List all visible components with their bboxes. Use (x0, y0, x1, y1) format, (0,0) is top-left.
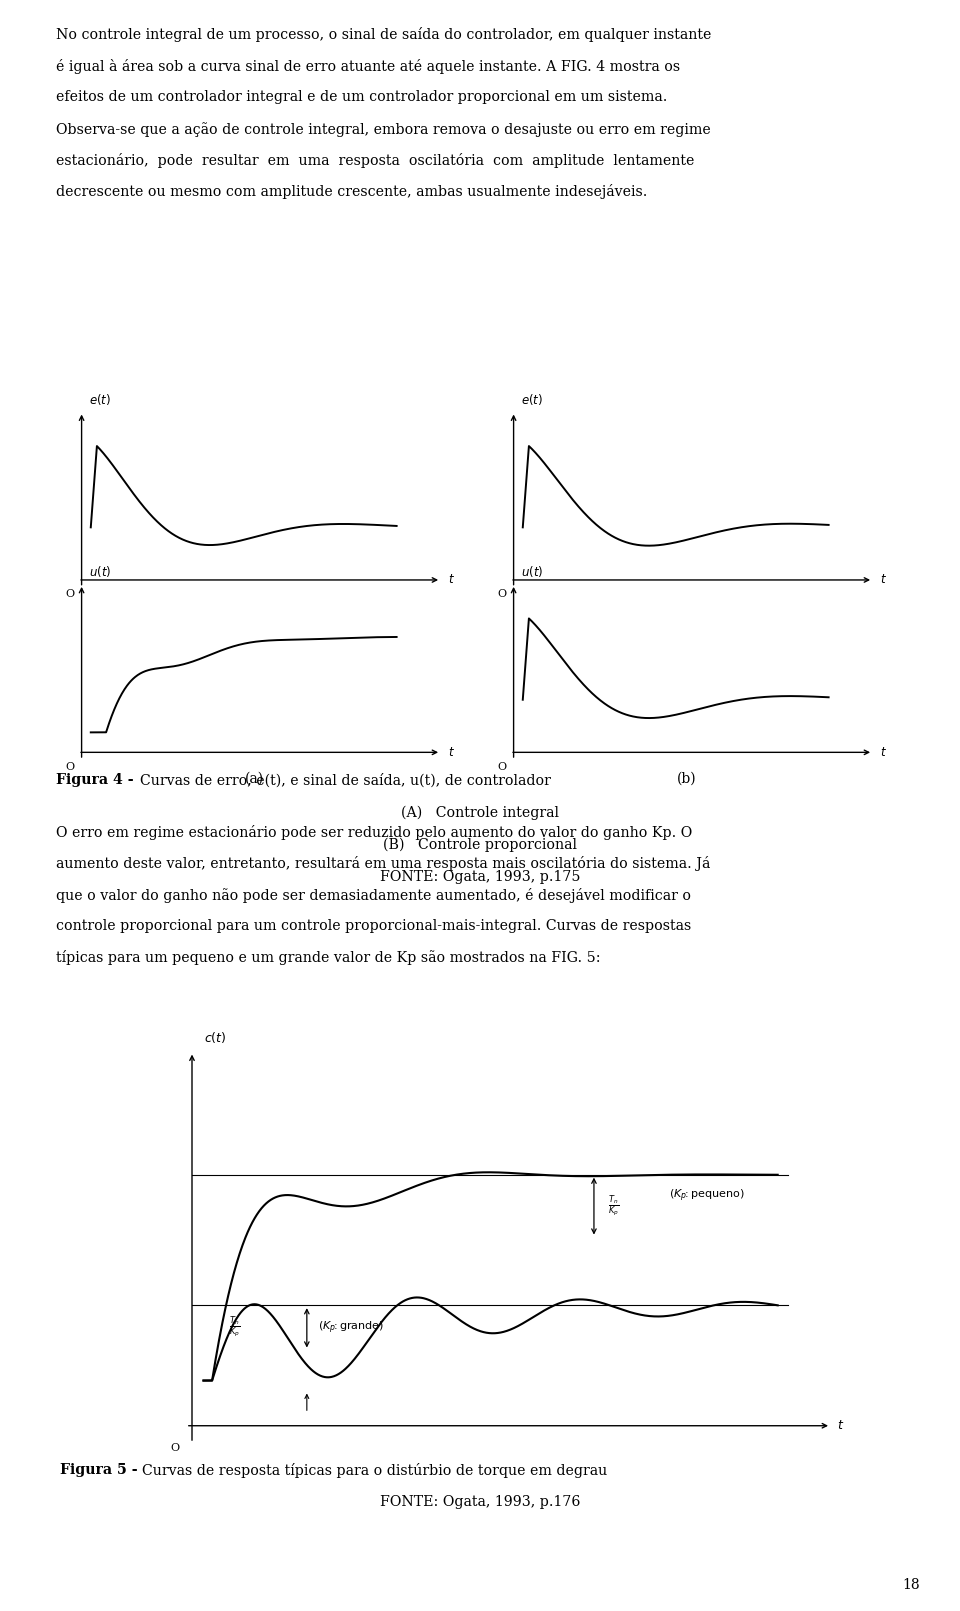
Text: efeitos de um controlador integral e de um controlador proporcional em um sistem: efeitos de um controlador integral e de … (56, 90, 667, 105)
Text: O: O (497, 590, 507, 599)
Text: O: O (65, 590, 75, 599)
Text: (B)   Controle proporcional: (B) Controle proporcional (383, 838, 577, 852)
Text: (A)   Controle integral: (A) Controle integral (401, 806, 559, 820)
Text: 18: 18 (902, 1577, 920, 1592)
Text: $e(t)$: $e(t)$ (520, 391, 542, 408)
Text: decrescente ou mesmo com amplitude crescente, ambas usualmente indesejáveis.: decrescente ou mesmo com amplitude cresc… (56, 184, 647, 200)
Text: No controle integral de um processo, o sinal de saída do controlador, em qualque: No controle integral de um processo, o s… (56, 27, 711, 42)
Text: é igual à área sob a curva sinal de erro atuante até aquele instante. A FIG. 4 m: é igual à área sob a curva sinal de erro… (56, 58, 680, 74)
Text: O erro em regime estacionário pode ser reduzido pelo aumento do valor do ganho K: O erro em regime estacionário pode ser r… (56, 825, 692, 839)
Text: $t$: $t$ (880, 746, 887, 759)
Text: $t$: $t$ (880, 574, 887, 586)
Text: $(K_p\!\!: \mathrm{pequeno})$: $(K_p\!\!: \mathrm{pequeno})$ (668, 1187, 744, 1205)
Text: estacionário,  pode  resultar  em  uma  resposta  oscilatória  com  amplitude  l: estacionário, pode resultar em uma respo… (56, 153, 694, 168)
Text: O: O (171, 1443, 180, 1453)
Text: $u(t)$: $u(t)$ (520, 564, 542, 580)
Text: $\frac{T_n}{K_p}$: $\frac{T_n}{K_p}$ (609, 1194, 619, 1218)
Text: $\frac{T_n}{K_p}$: $\frac{T_n}{K_p}$ (229, 1315, 241, 1340)
Text: controle proporcional para um controle proporcional-mais-integral. Curvas de res: controle proporcional para um controle p… (56, 920, 691, 933)
Text: $t$: $t$ (837, 1419, 845, 1432)
Text: $c(t)$: $c(t)$ (204, 1029, 227, 1044)
Text: $(K_p\!\!: \mathrm{grande})$: $(K_p\!\!: \mathrm{grande})$ (319, 1319, 385, 1336)
Text: (a): (a) (245, 772, 264, 786)
Text: que o valor do ganho não pode ser demasiadamente aumentado, é desejável modifica: que o valor do ganho não pode ser demasi… (56, 888, 690, 902)
Text: $e(t)$: $e(t)$ (88, 391, 110, 408)
Text: $u(t)$: $u(t)$ (88, 564, 110, 580)
Text: Observa-se que a ação de controle integral, embora remova o desajuste ou erro em: Observa-se que a ação de controle integr… (56, 121, 710, 137)
Text: Figura 5 -: Figura 5 - (60, 1463, 142, 1477)
Text: O: O (497, 762, 507, 772)
Text: Figura 4 -: Figura 4 - (56, 773, 138, 788)
Text: Curvas de erro, e(t), e sinal de saída, u(t), de controlador: Curvas de erro, e(t), e sinal de saída, … (140, 773, 551, 788)
Text: $t$: $t$ (448, 746, 455, 759)
Text: $t$: $t$ (448, 574, 455, 586)
Text: FONTE: Ogata, 1993, p.176: FONTE: Ogata, 1993, p.176 (380, 1495, 580, 1510)
Text: O: O (65, 762, 75, 772)
Text: FONTE: Ogata, 1993, p.175: FONTE: Ogata, 1993, p.175 (380, 870, 580, 884)
Text: Curvas de resposta típicas para o distúrbio de torque em degrau: Curvas de resposta típicas para o distúr… (142, 1463, 608, 1477)
Text: aumento deste valor, entretanto, resultará em uma resposta mais oscilatória do s: aumento deste valor, entretanto, resulta… (56, 857, 710, 872)
Text: típicas para um pequeno e um grande valor de Kp são mostrados na FIG. 5:: típicas para um pequeno e um grande valo… (56, 950, 600, 965)
Text: (b): (b) (677, 772, 696, 786)
